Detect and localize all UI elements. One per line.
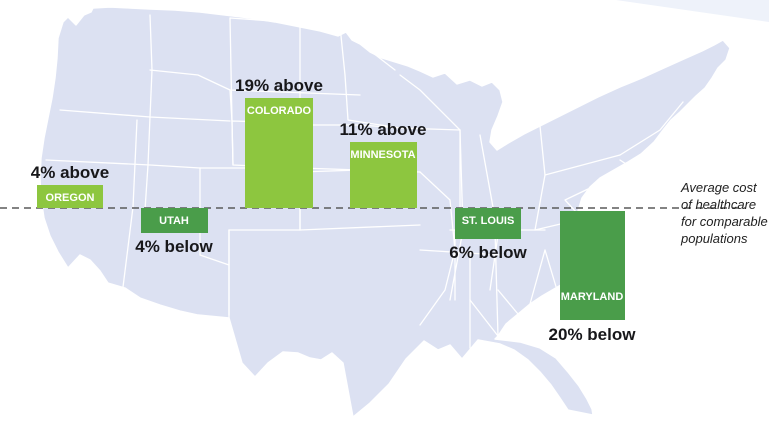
svg-text:ST. LOUIS: ST. LOUIS (462, 215, 515, 227)
svg-text:OREGON: OREGON (46, 192, 95, 204)
svg-text:MARYLAND: MARYLAND (561, 291, 624, 303)
svg-text:UTAH: UTAH (159, 215, 189, 227)
svg-text:4% above: 4% above (31, 163, 109, 182)
svg-text:6% below: 6% below (449, 243, 527, 262)
svg-text:of healthcare: of healthcare (681, 197, 756, 212)
svg-text:MINNESOTA: MINNESOTA (350, 149, 415, 161)
svg-text:for comparable: for comparable (681, 214, 768, 229)
svg-text:19% above: 19% above (235, 76, 323, 95)
svg-text:populations: populations (680, 231, 748, 246)
svg-text:11% above: 11% above (340, 120, 427, 139)
svg-text:4% below: 4% below (135, 237, 213, 256)
svg-text:20% below: 20% below (549, 325, 637, 344)
svg-text:Average cost: Average cost (680, 180, 758, 195)
svg-text:COLORADO: COLORADO (247, 105, 312, 117)
